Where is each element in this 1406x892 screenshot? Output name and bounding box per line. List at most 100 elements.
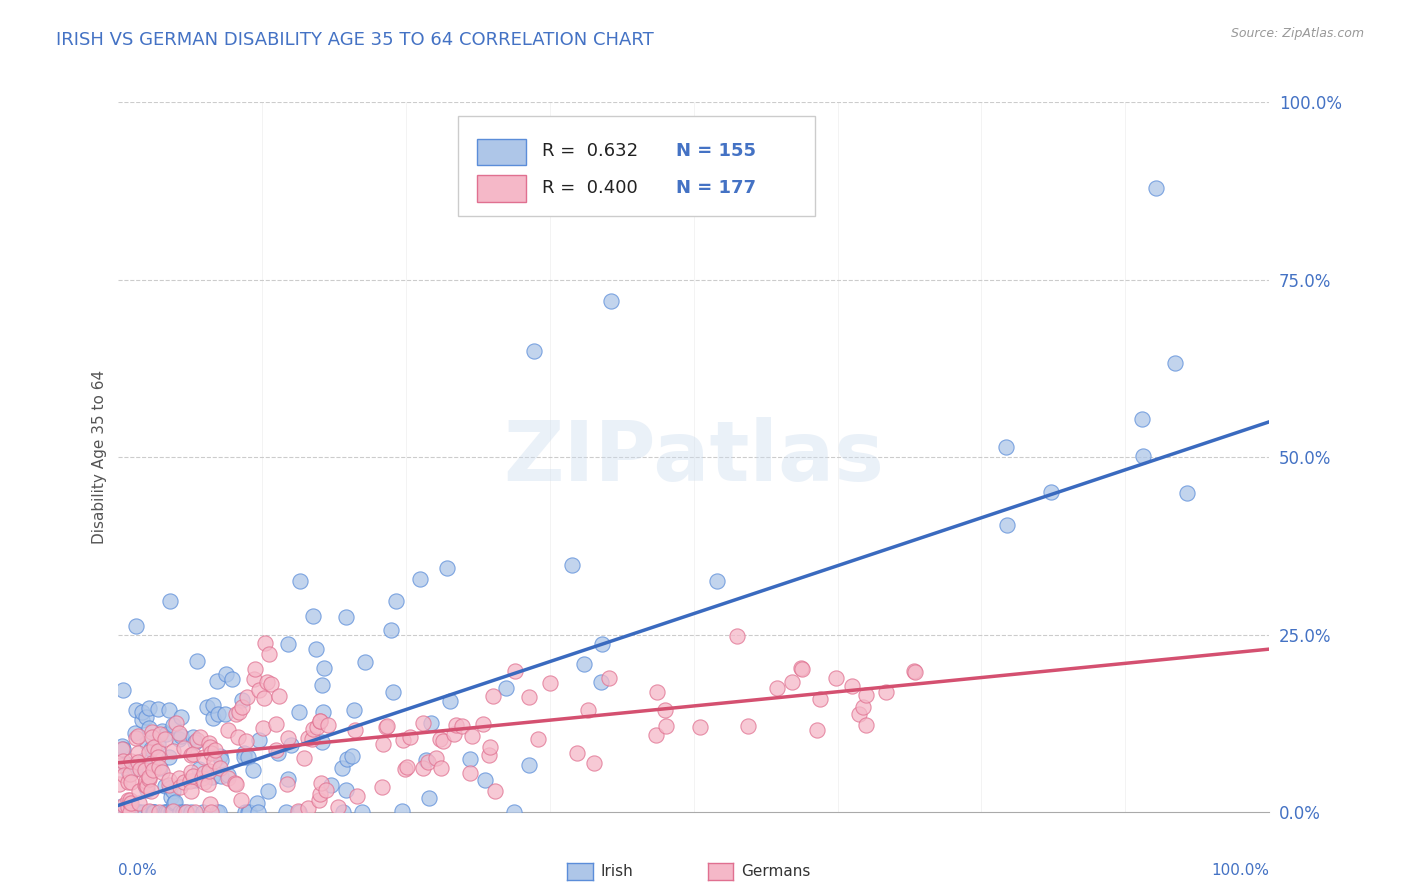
Point	[108, 799, 131, 814]
Point	[181, 747, 204, 761]
Point	[169, 780, 191, 794]
Point	[128, 763, 150, 777]
Point	[382, 685, 405, 699]
Point	[806, 723, 828, 738]
Point	[191, 771, 214, 785]
Point	[231, 700, 253, 714]
Point	[460, 752, 482, 766]
Point	[654, 719, 676, 733]
Point	[875, 685, 897, 699]
Point	[138, 721, 160, 735]
Point	[1175, 486, 1198, 500]
Point	[200, 747, 222, 761]
Point	[165, 795, 187, 809]
Point	[157, 703, 180, 717]
Point	[319, 778, 342, 792]
Point	[484, 784, 506, 798]
Point	[385, 594, 408, 608]
Point	[131, 713, 153, 727]
Point	[287, 705, 309, 719]
Text: 0.0%: 0.0%	[118, 863, 157, 879]
Point	[439, 694, 461, 708]
Point	[170, 729, 193, 743]
FancyBboxPatch shape	[458, 117, 814, 216]
Point	[201, 711, 224, 725]
Point	[138, 746, 160, 760]
Point	[138, 701, 160, 715]
Point	[415, 753, 437, 767]
Point	[266, 746, 288, 760]
Point	[825, 671, 848, 685]
Point	[127, 729, 149, 743]
Point	[198, 736, 221, 750]
Point	[242, 672, 264, 686]
Point	[146, 737, 169, 751]
Point	[141, 725, 163, 739]
Point	[309, 776, 332, 790]
FancyBboxPatch shape	[478, 138, 526, 166]
Point	[1130, 412, 1153, 426]
Point	[159, 805, 181, 820]
Point	[141, 756, 163, 770]
Point	[184, 772, 207, 787]
Point	[233, 750, 256, 764]
Point	[780, 675, 803, 690]
Point	[148, 749, 170, 764]
Point	[173, 774, 195, 789]
Point	[181, 730, 204, 744]
Point	[162, 784, 184, 798]
Point	[371, 737, 394, 751]
Point	[903, 665, 925, 679]
Point	[120, 805, 142, 820]
Point	[242, 763, 264, 777]
Point	[436, 561, 458, 575]
Point	[118, 805, 141, 820]
FancyBboxPatch shape	[478, 176, 526, 202]
Point	[141, 730, 163, 744]
Point	[135, 736, 157, 750]
Point	[157, 750, 180, 764]
Point	[994, 440, 1017, 454]
Point	[217, 772, 239, 786]
Point	[108, 777, 131, 791]
Point	[451, 719, 474, 733]
Point	[159, 781, 181, 796]
Point	[135, 780, 157, 794]
Point	[253, 690, 276, 705]
Point	[173, 741, 195, 756]
Point	[737, 719, 759, 733]
Point	[309, 787, 332, 801]
Text: R =  0.632: R = 0.632	[541, 143, 638, 161]
Point	[202, 754, 225, 768]
Point	[314, 661, 336, 675]
Point	[112, 803, 135, 817]
Point	[125, 703, 148, 717]
Point	[208, 749, 231, 764]
Point	[416, 755, 439, 769]
Text: ZIPatlas: ZIPatlas	[503, 417, 884, 498]
Point	[125, 805, 148, 820]
Point	[120, 754, 142, 768]
Point	[472, 716, 495, 731]
Point	[135, 709, 157, 723]
Point	[311, 735, 333, 749]
Point	[330, 761, 353, 775]
Point	[118, 757, 141, 772]
Point	[276, 777, 298, 791]
Point	[111, 682, 134, 697]
Point	[538, 675, 561, 690]
Point	[254, 636, 277, 650]
Point	[124, 762, 146, 776]
Point	[290, 574, 312, 588]
Point	[409, 572, 432, 586]
Point	[225, 777, 247, 791]
Point	[163, 797, 186, 811]
Point	[247, 732, 270, 747]
Point	[1039, 484, 1062, 499]
Text: Irish: Irish	[600, 864, 634, 879]
Point	[134, 753, 156, 767]
Point	[264, 743, 287, 757]
Point	[429, 732, 451, 747]
Point	[128, 784, 150, 798]
Point	[197, 777, 219, 791]
